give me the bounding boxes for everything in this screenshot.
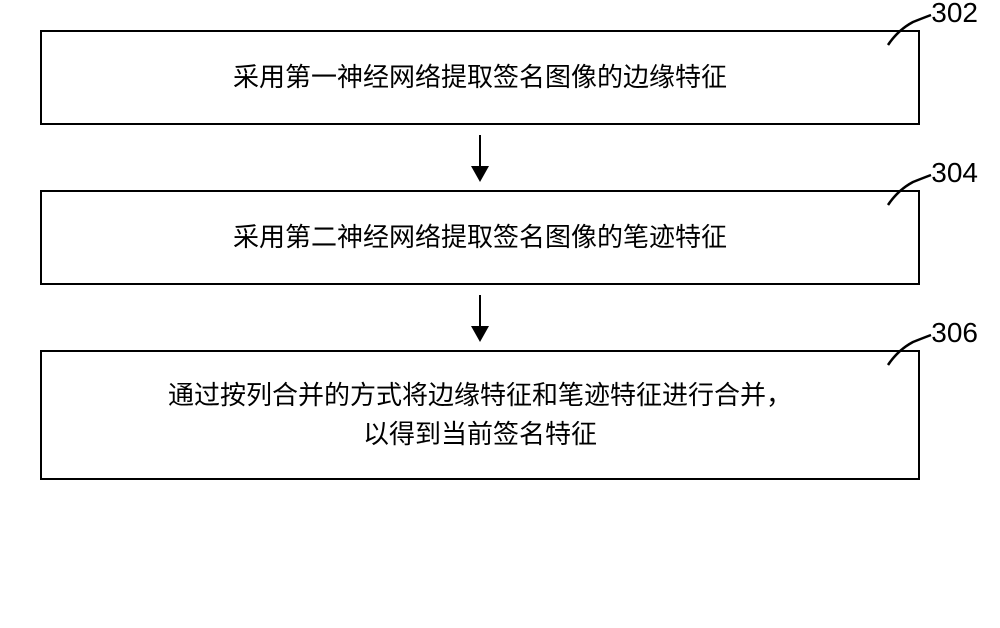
step-label-304: 304 (931, 157, 978, 189)
label-curve-302 (883, 10, 933, 50)
step-text-304: 采用第二神经网络提取签名图像的笔迹特征 (233, 218, 727, 257)
arrow-line (479, 295, 481, 340)
arrow-304-306 (40, 285, 920, 350)
step-box-304: 采用第二神经网络提取签名图像的笔迹特征 304 (40, 190, 920, 285)
step-text-306: 通过按列合并的方式将边缘特征和笔迹特征进行合并， 以得到当前签名特征 (168, 376, 792, 454)
arrow-line (479, 135, 481, 180)
step-text-302: 采用第一神经网络提取签名图像的边缘特征 (233, 58, 727, 97)
label-curve-304 (883, 170, 933, 210)
step-box-306: 通过按列合并的方式将边缘特征和笔迹特征进行合并， 以得到当前签名特征 306 (40, 350, 920, 480)
flowchart-container: 采用第一神经网络提取签名图像的边缘特征 302 采用第二神经网络提取签名图像的笔… (40, 30, 960, 480)
step-label-306: 306 (931, 317, 978, 349)
arrow-302-304 (40, 125, 920, 190)
step-label-302: 302 (931, 0, 978, 29)
label-curve-306 (883, 330, 933, 370)
step-box-302: 采用第一神经网络提取签名图像的边缘特征 302 (40, 30, 920, 125)
